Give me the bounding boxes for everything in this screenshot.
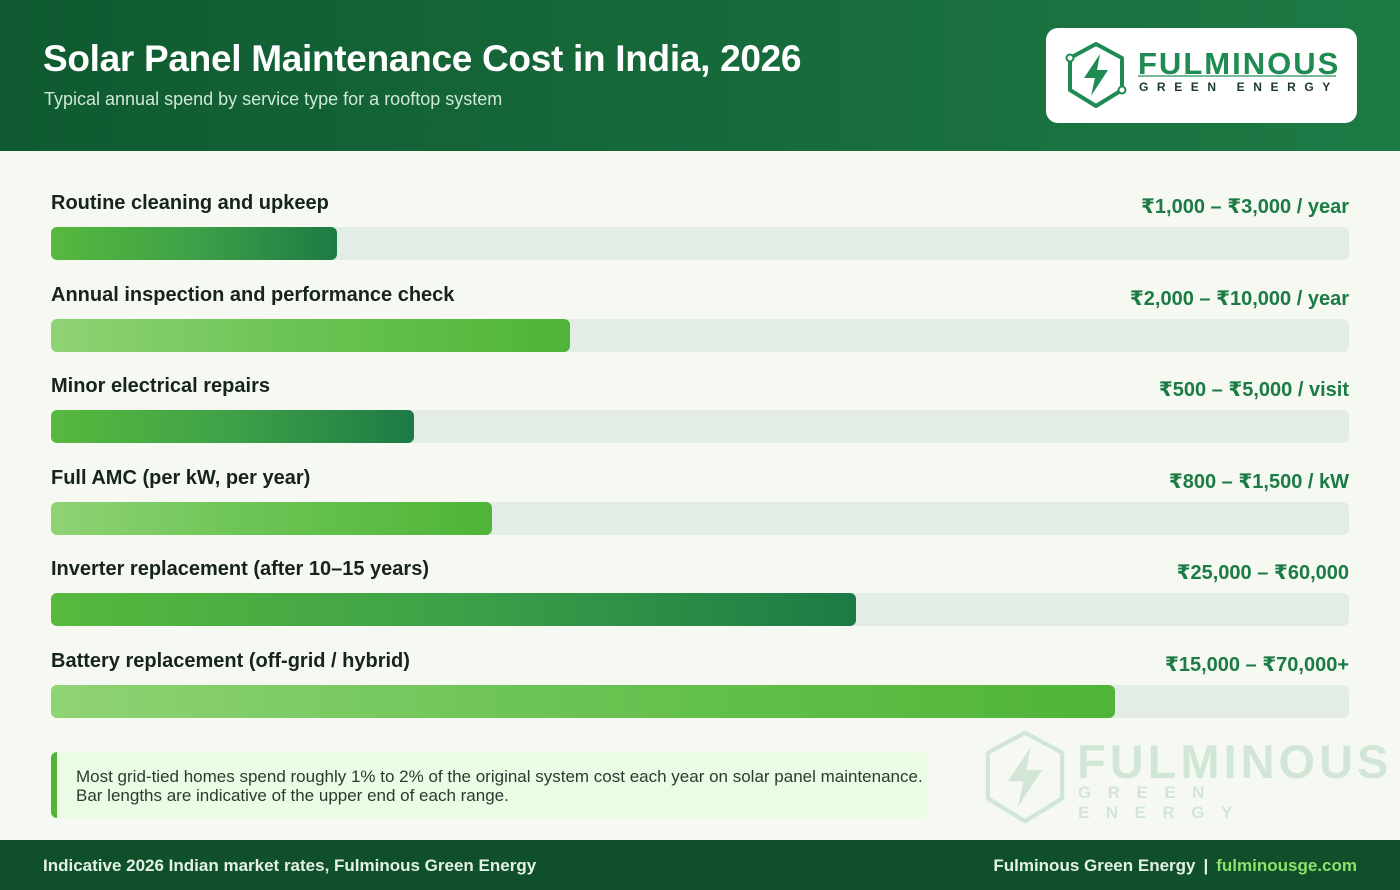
logo-divider bbox=[1138, 75, 1336, 77]
watermark-logo-icon bbox=[985, 730, 1065, 824]
page-title: Solar Panel Maintenance Cost in India, 2… bbox=[43, 38, 802, 79]
bar-value-label: ₹25,000 – ₹60,000 bbox=[1176, 562, 1349, 584]
chart-row: Routine cleaning and upkeep ₹1,000 – ₹3,0… bbox=[51, 186, 1349, 278]
bar bbox=[51, 684, 1115, 718]
watermark-tagline: GREEN ENERGY bbox=[1078, 783, 1249, 822]
bar-category-label: Battery replacement (off-grid / hybrid) bbox=[51, 649, 410, 672]
bar-category-label: Full AMC (per kW, per year) bbox=[51, 466, 311, 489]
bar bbox=[51, 318, 570, 352]
bar bbox=[51, 593, 856, 626]
footer-source-note: Indicative 2026 Indian market rates, Ful… bbox=[43, 856, 537, 875]
bar-value-label: ₹1,000 – ₹3,000 / year bbox=[1141, 196, 1349, 218]
footer-brand-name: Fulminous Green Energy bbox=[993, 856, 1196, 875]
bar-track bbox=[51, 410, 1349, 443]
bar-track bbox=[51, 593, 1349, 626]
bar-track bbox=[51, 684, 1349, 718]
header-banner: Solar Panel Maintenance Cost in India, 2… bbox=[0, 0, 1400, 151]
footer-separator: | bbox=[1203, 856, 1209, 875]
bar-track bbox=[51, 318, 1349, 352]
brand-logo: FULMINOUS GREEN ENERGY bbox=[1046, 28, 1357, 123]
bar-category-label: Routine cleaning and upkeep bbox=[51, 192, 329, 214]
bar-value-label: ₹15,000 – ₹70,000+ bbox=[1164, 653, 1349, 676]
cost-bar-chart: Routine cleaning and upkeep ₹1,000 – ₹3,0… bbox=[51, 186, 1349, 735]
info-note: Most grid-tied homes spend roughly 1% to… bbox=[51, 752, 928, 818]
chart-row: Full AMC (per kW, per year) ₹800 – ₹1,500… bbox=[51, 461, 1349, 553]
footer-bar: Indicative 2026 Indian market rates, Ful… bbox=[0, 840, 1400, 890]
page-subtitle: Typical annual spend by service type for… bbox=[44, 89, 503, 109]
bar-category-label: Inverter replacement (after 10–15 years) bbox=[51, 558, 429, 580]
lightning-hexagon-icon bbox=[1065, 42, 1127, 108]
bar-category-label: Annual inspection and performance check bbox=[51, 283, 455, 306]
bar-track bbox=[51, 501, 1349, 535]
chart-row: Inverter replacement (after 10–15 years)… bbox=[51, 552, 1349, 644]
footer-brand: Fulminous Green Energy | fulminousge.com bbox=[993, 856, 1357, 876]
chart-row: Minor electrical repairs ₹500 – ₹5,000 / … bbox=[51, 369, 1349, 461]
watermark-wordmark: FULMINOUS bbox=[1077, 735, 1393, 788]
bar-value-label: ₹2,000 – ₹10,000 / year bbox=[1129, 287, 1349, 310]
bar-value-label: ₹500 – ₹5,000 / visit bbox=[1158, 379, 1349, 401]
bar bbox=[51, 501, 492, 535]
logo-tagline: GREEN ENERGY bbox=[1139, 80, 1339, 94]
bar bbox=[51, 410, 414, 443]
chart-row: Annual inspection and performance check ₹… bbox=[51, 278, 1349, 370]
bar-category-label: Minor electrical repairs bbox=[51, 375, 270, 397]
bar bbox=[51, 227, 337, 260]
chart-row: Battery replacement (off-grid / hybrid) ₹… bbox=[51, 644, 1349, 736]
footer-website-link[interactable]: fulminousge.com bbox=[1216, 856, 1357, 875]
bar-value-label: ₹800 – ₹1,500 / kW bbox=[1168, 470, 1349, 493]
bar-track bbox=[51, 227, 1349, 260]
